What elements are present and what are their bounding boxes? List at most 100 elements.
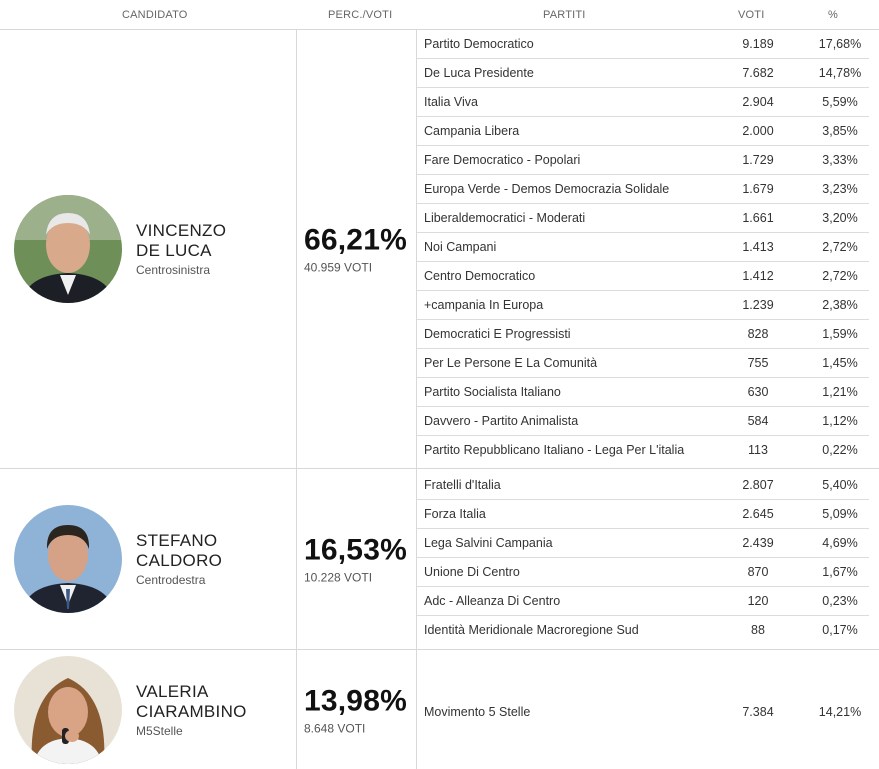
party-row: Identità Meridionale Macroregione Sud 88 0… [417,616,869,645]
candidate-cell: VINCENZO DE LUCA Centrosinistra [0,30,297,468]
party-name: Fratelli d'Italia [424,478,501,492]
party-name: Noi Campani [424,240,497,254]
candidate-block-ciarambino: VALERIA CIARAMBINO M5Stelle 13,98% 8.648… [0,650,879,769]
parties-list: Partito Democratico 9.189 17,68% De Luca P… [417,30,879,468]
party-row: Partito Repubblicano Italiano - Lega Per… [417,436,869,465]
candidate-coalition: Centrosinistra [136,263,211,277]
party-votes: 120 [747,594,769,608]
party-row: Partito Democratico 9.189 17,68% [417,30,869,59]
party-row: Per Le Persone E La Comunità 755 1,45% [417,349,869,378]
percentage-cell: 13,98% 8.648 VOTI [297,650,417,769]
party-name: De Luca Presidente [424,66,534,80]
candidate-photo-avatar [14,655,122,764]
party-row: Unione Di Centro 870 1,67% [417,558,869,587]
party-percent: 14,21% [818,705,862,719]
party-votes: 7.682 [742,66,774,80]
party-votes: 2.904 [742,95,774,109]
party-votes: 630 [747,385,769,399]
header-partiti: PARTITI [543,9,586,21]
candidate-cell: STEFANO CALDORO Centrodestra [0,469,297,649]
party-row: Centro Democratico 1.412 2,72% [417,262,869,291]
party-name: Forza Italia [424,507,486,521]
party-votes: 870 [747,565,769,579]
party-name: Per Le Persone E La Comunità [424,356,598,370]
party-name: Adc - Alleanza Di Centro [424,594,561,608]
party-percent: 17,68% [818,37,862,51]
party-percent: 0,23% [822,594,858,608]
party-percent: 1,21% [822,385,858,399]
party-percent: 5,59% [822,95,858,109]
party-votes: 1.661 [742,211,774,225]
party-percent: 1,67% [822,565,858,579]
party-row: Noi Campani 1.413 2,72% [417,233,869,262]
parties-list: Movimento 5 Stelle 7.384 14,21% [417,650,879,769]
candidate-percentage: 66,21% [304,223,407,257]
party-votes: 2.000 [742,124,774,138]
party-votes: 88 [751,623,765,637]
party-votes: 828 [747,327,769,341]
candidate-coalition: Centrodestra [136,573,206,587]
party-votes: 2.807 [742,478,774,492]
candidate-votes: 40.959 VOTI [304,260,373,275]
party-percent: 4,69% [822,536,858,550]
party-row: Liberaldemocratici - Moderati 1.661 3,20% [417,204,869,233]
party-row: Davvero - Partito Animalista 584 1,12% [417,407,869,436]
party-name: Campania Libera [424,124,520,138]
party-percent: 1,59% [822,327,858,341]
party-row: Partito Socialista Italiano 630 1,21% [417,378,869,407]
party-percent: 3,33% [822,153,858,167]
party-votes: 7.384 [742,705,774,719]
candidate-percentage: 13,98% [304,684,407,717]
candidate-votes: 8.648 VOTI [304,721,366,735]
party-row: Italia Viva 2.904 5,59% [417,88,869,117]
party-percent: 2,72% [822,240,858,254]
candidate-name-first: VALERIA [136,681,209,701]
table-header: CANDIDATO PERC./VOTI PARTITI VOTI % [0,0,879,30]
party-row: Democratici E Progressisti 828 1,59% [417,320,869,349]
party-votes: 2.439 [742,536,774,550]
party-name: Partito Repubblicano Italiano - Lega Per… [424,443,685,457]
party-name: Europa Verde - Demos Democrazia Solidale [424,182,670,196]
party-name: Liberaldemocratici - Moderati [424,211,586,225]
party-name: Identità Meridionale Macroregione Sud [424,623,639,637]
candidate-block-de-luca: VINCENZO DE LUCA Centrosinistra 66,21% 4… [0,30,879,469]
party-row: Europa Verde - Demos Democrazia Solidale… [417,175,869,204]
candidate-name-first: VINCENZO [136,221,227,240]
party-votes: 584 [747,414,769,428]
party-votes: 1.679 [742,182,774,196]
party-percent: 3,20% [822,211,858,225]
party-row: Forza Italia 2.645 5,09% [417,500,869,529]
party-name: Partito Democratico [424,37,534,51]
party-percent: 5,09% [822,507,858,521]
party-name: Partito Socialista Italiano [424,385,561,399]
party-name: Movimento 5 Stelle [424,705,531,719]
party-name: Democratici E Progressisti [424,327,571,341]
party-votes: 1.729 [742,153,774,167]
party-percent: 0,17% [822,623,858,637]
candidate-cell: VALERIA CIARAMBINO M5Stelle [0,650,297,769]
party-percent: 1,12% [822,414,858,428]
percentage-cell: 66,21% 40.959 VOTI [297,30,417,468]
party-percent: 3,23% [822,182,858,196]
party-percent: 1,45% [822,356,858,370]
party-votes: 2.645 [742,507,774,521]
party-row: Lega Salvini Campania 2.439 4,69% [417,529,869,558]
party-percent: 5,40% [822,478,858,492]
party-name: Centro Democratico [424,269,536,283]
party-percent: 14,78% [818,66,862,80]
party-name: Italia Viva [424,95,478,109]
party-percent: 3,85% [822,124,858,138]
party-row: +campania In Europa 1.239 2,38% [417,291,869,320]
party-row: Movimento 5 Stelle 7.384 14,21% [417,650,869,769]
party-votes: 755 [747,356,769,370]
party-name: Fare Democratico - Popolari [424,153,581,167]
header-perc-voti: PERC./VOTI [328,9,393,21]
header-voti: VOTI [738,9,765,21]
party-votes: 113 [748,443,768,457]
header-percent: % [828,9,838,21]
party-percent: 0,22% [822,443,858,457]
header-candidato: CANDIDATO [122,9,188,21]
candidate-photo-avatar [14,505,122,613]
party-row: Adc - Alleanza Di Centro 120 0,23% [417,587,869,616]
